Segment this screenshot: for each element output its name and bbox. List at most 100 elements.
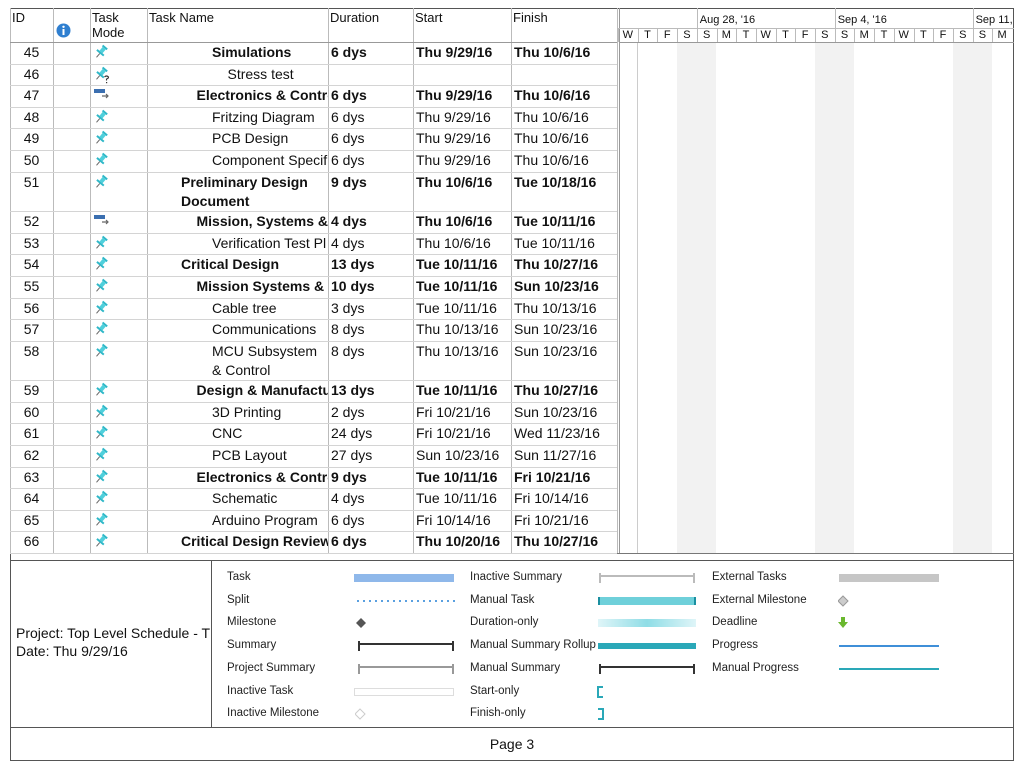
legend-label: Inactive Task xyxy=(227,684,294,697)
finish: Thu 10/27/16 xyxy=(514,256,599,273)
day-label: S xyxy=(840,29,849,41)
icon-part xyxy=(102,219,109,225)
icon-part xyxy=(96,152,108,166)
rule xyxy=(696,28,698,42)
day-label: S xyxy=(978,29,987,41)
icon-part xyxy=(99,46,106,54)
week-label: Sep 4, '16 xyxy=(837,14,887,26)
finish: Thu 10/6/16 xyxy=(514,87,591,104)
task-mode-icon xyxy=(93,174,113,192)
day-label: S xyxy=(821,29,829,41)
duration: 9 dys xyxy=(331,173,367,190)
icon-part xyxy=(96,182,101,188)
icon-part xyxy=(62,25,65,28)
rule xyxy=(10,254,617,256)
icon-part xyxy=(96,265,101,270)
icon-part xyxy=(96,343,108,357)
legend-symbol xyxy=(596,639,698,651)
legend-symbol xyxy=(838,662,940,674)
task-mode-icon xyxy=(93,87,113,105)
icon-part xyxy=(99,345,106,352)
duration: 6 dys xyxy=(331,511,365,528)
icon-part xyxy=(96,473,105,482)
rule xyxy=(874,28,876,42)
id-cell: 57 xyxy=(23,321,40,338)
legend-label: Summary xyxy=(227,639,277,652)
day-label: W xyxy=(760,29,771,41)
task-mode-icon xyxy=(93,404,113,422)
start: Fri 10/21/16 xyxy=(416,425,491,442)
duration: 4 dys xyxy=(331,234,365,251)
icon-part xyxy=(96,538,105,546)
id-cell: 65 xyxy=(23,511,40,528)
rule xyxy=(619,42,1014,43)
day-label: T xyxy=(880,29,888,41)
icon-part xyxy=(96,447,108,461)
rule xyxy=(10,509,617,511)
day-label: T xyxy=(742,29,750,41)
icon-part xyxy=(96,243,101,249)
icon-part xyxy=(598,619,696,628)
id-cell: 51 xyxy=(23,173,40,190)
task-name: Stress test xyxy=(227,65,294,82)
icon-part xyxy=(96,404,108,418)
id-cell: 50 xyxy=(23,152,40,168)
day-label: F xyxy=(663,29,671,41)
start: Thu 9/29/16 xyxy=(416,44,493,60)
legend-label: Manual Summary Rollup xyxy=(470,639,596,652)
rule xyxy=(53,8,54,553)
legend-symbol xyxy=(838,639,940,651)
icon-part xyxy=(358,641,454,652)
icon-part xyxy=(96,282,105,291)
rule xyxy=(10,8,11,553)
task-mode-icon xyxy=(93,512,113,530)
start: Tue 10/11/16 xyxy=(416,277,498,294)
project-name: Project: Top Level Schedule - Th xyxy=(16,625,210,641)
legend-symbol xyxy=(596,707,698,721)
task-name: Verification Test Pl xyxy=(212,234,327,251)
icon-part xyxy=(96,456,101,461)
icon-part xyxy=(96,174,108,188)
finish: Fri 10/21/16 xyxy=(514,468,591,485)
duration: 3 dys xyxy=(331,299,365,316)
icon-part xyxy=(99,536,106,543)
icon-part xyxy=(96,235,108,249)
task-name: Mission, Systems & T xyxy=(196,213,329,230)
icon-part xyxy=(354,708,366,720)
icon-part xyxy=(96,426,108,440)
finish: Sun 10/23/16 xyxy=(514,403,598,420)
id-cell: 60 xyxy=(23,403,40,420)
icon-part xyxy=(96,235,108,249)
icon-part xyxy=(99,493,106,500)
task-name: Electronics & Contro xyxy=(196,468,329,485)
icon-part xyxy=(599,663,695,674)
icon-part xyxy=(354,574,454,582)
icon-part xyxy=(99,133,106,140)
task-mode-icon xyxy=(93,66,113,84)
icon-part xyxy=(96,131,108,145)
rule xyxy=(972,8,974,28)
icon-part xyxy=(104,75,110,81)
legend-symbol xyxy=(596,685,698,698)
rule xyxy=(10,560,1014,561)
icon-part xyxy=(101,44,108,51)
task-mode-icon xyxy=(93,152,113,170)
weekend-shade xyxy=(834,42,855,553)
legend-label: Manual Task xyxy=(470,593,535,606)
rule xyxy=(618,28,619,42)
icon-part xyxy=(99,237,106,244)
icon-part xyxy=(62,29,65,35)
legend-label: External Milestone xyxy=(712,593,807,606)
id-cell: 56 xyxy=(23,299,40,316)
icon-part xyxy=(96,382,108,396)
icon-part xyxy=(101,235,108,241)
legend-label: Inactive Milestone xyxy=(227,707,320,720)
icon-part xyxy=(694,596,696,605)
legend-label: Deadline xyxy=(712,616,758,629)
column-header: Duration xyxy=(330,10,380,25)
finish: Tue 10/18/16 xyxy=(514,173,597,190)
finish: Sun 11/27/16 xyxy=(514,447,597,463)
rule xyxy=(10,488,617,490)
legend-label: Milestone xyxy=(227,616,277,629)
icon-part xyxy=(101,109,108,115)
